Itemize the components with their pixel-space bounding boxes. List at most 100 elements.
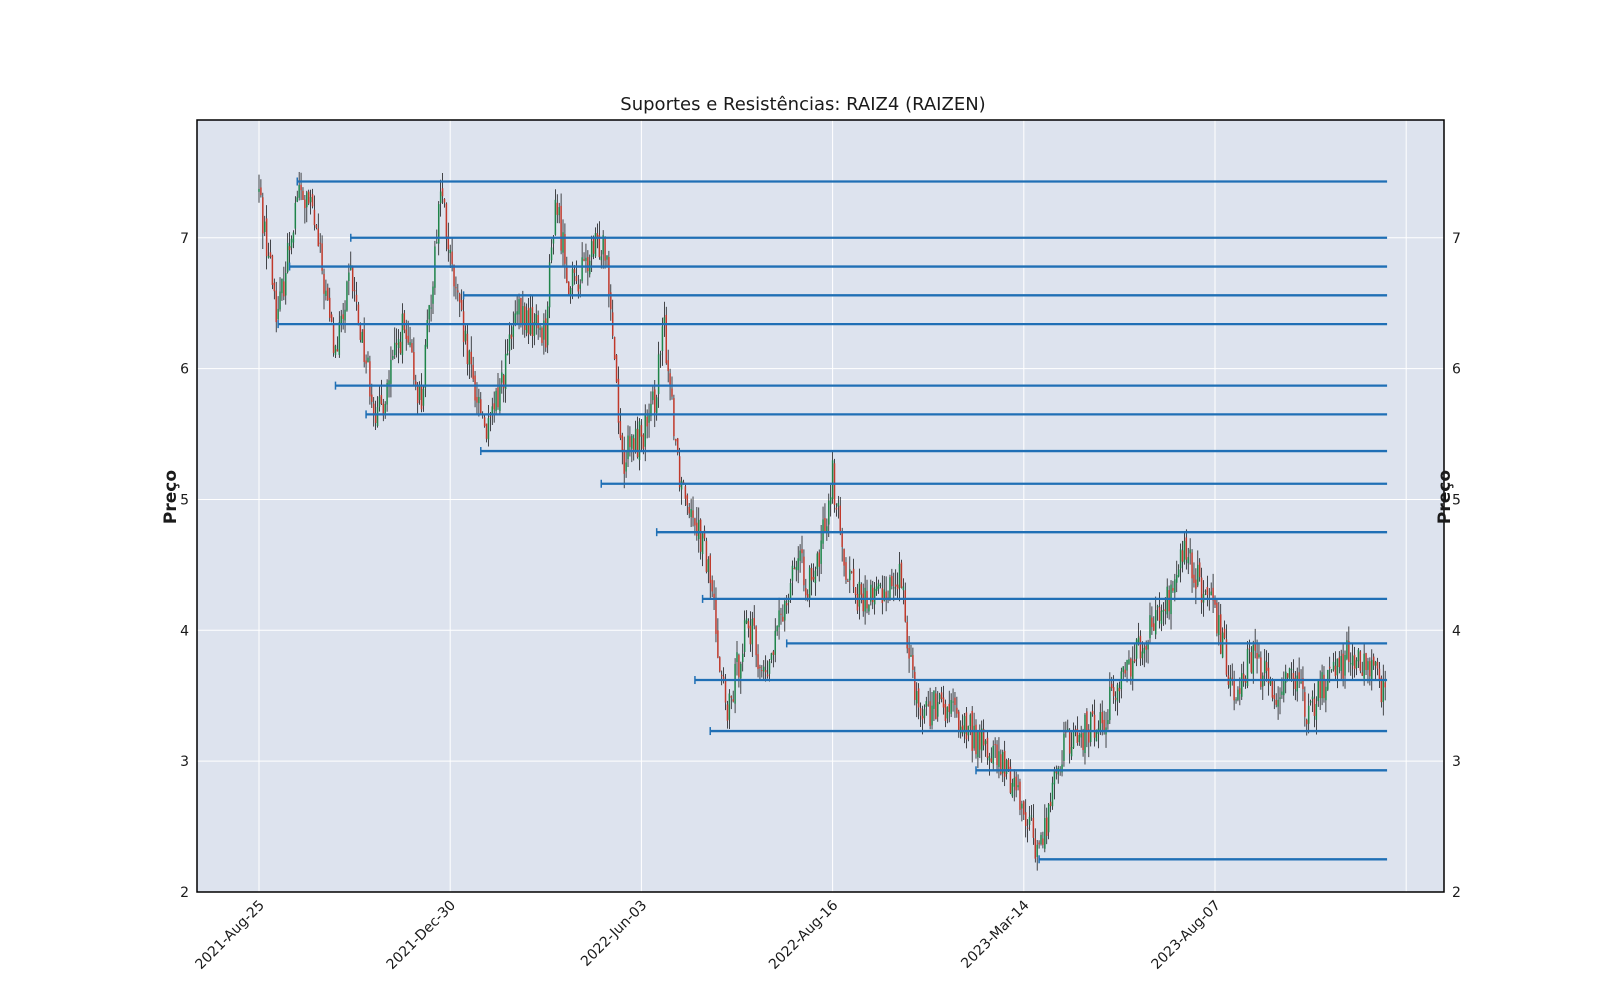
candle-body [608,257,610,296]
candle-body [1304,692,1306,717]
candle-body [663,317,666,325]
candle-body [380,394,383,404]
candle-body [979,729,981,750]
candle-body [332,324,335,353]
candle-body [615,355,618,382]
candle-body [850,571,853,573]
candle-body [522,306,524,326]
candle-body [1107,719,1109,725]
candle-body [879,584,882,586]
candle-body [409,342,411,346]
candle-body [348,272,350,281]
candle-body [898,563,901,588]
candle-body [831,460,834,500]
candle-body [1365,653,1367,670]
candle-body [466,333,469,365]
candle-body [432,286,434,304]
candle-body [541,327,543,343]
candle-body [870,584,872,602]
candle-body [694,518,696,526]
candle-body [1363,653,1365,679]
candle-body [1235,699,1237,701]
candle-body [550,247,553,261]
candle-body [699,519,702,552]
candle-body [1288,668,1291,679]
candle-body [883,589,885,601]
candle-body [667,360,669,372]
candle-body [902,586,905,591]
candle-body [545,318,547,348]
candle-body [564,234,566,264]
candle-body [468,350,471,365]
candle-body [774,630,776,655]
candle-body [1330,669,1333,671]
candle-body [441,188,444,197]
candle-body [965,712,968,740]
candle-body [904,590,907,622]
candle-body [529,308,532,335]
candle-body [868,604,870,612]
candle-body [1273,694,1276,700]
candle-body [946,706,949,719]
candle-body [893,587,895,589]
candle-body [1294,677,1297,689]
candle-body [457,290,459,293]
candle-body [1231,677,1233,680]
candle-body [982,728,985,746]
candle-body [1082,732,1084,751]
candle-body [359,323,362,340]
candle-body [646,416,648,427]
candle-body [709,555,711,584]
candle-body [1172,588,1174,591]
candle-body [1258,654,1260,658]
candle-body [575,275,578,282]
candle-body [520,298,522,325]
candle-body [961,725,964,733]
candle-body [1124,669,1126,674]
candle-body [1239,688,1241,694]
candle-body [1374,661,1377,666]
candle-body [1044,818,1046,849]
candle-body [1143,647,1146,654]
candle-body [917,688,920,708]
candle-body [1126,660,1128,671]
candle-body [998,751,1000,767]
candle-body [1311,696,1314,700]
candle-body [334,345,337,355]
candle-body [1372,656,1375,666]
candle-body [464,330,467,341]
candle-body [594,233,597,257]
candle-body [1185,537,1188,560]
candle-body [1036,844,1038,857]
candle-body [281,278,283,294]
candle-body [357,304,360,326]
candle-body [1265,662,1268,671]
candle-body [443,198,446,203]
candle-body [437,204,440,244]
candle-body [384,403,386,415]
candle-body [654,389,656,413]
candle-body [567,281,570,295]
candle-body [411,343,413,353]
candle-body [778,610,780,628]
candle-body [1164,609,1167,611]
candle-body [736,652,738,662]
y-tick-label-right: 5 [1452,492,1461,508]
candle-body [1286,673,1289,678]
y-tick-label-left: 4 [180,623,189,639]
candle-body [1078,734,1080,743]
candle-body [277,308,279,320]
chart-title: Suportes e Resistências: RAIZ4 (RAIZEN) [620,94,985,115]
y-axis-label-left: Preço [161,470,181,524]
candle-body [1093,714,1096,738]
candle-body [602,235,604,255]
candle-body [860,584,863,595]
candle-body [474,375,476,401]
candle-body [462,311,465,343]
candle-body [1189,549,1191,554]
candle-body [894,584,897,587]
candle-body [1204,590,1207,592]
candle-body [980,728,983,751]
candle-body [759,666,761,669]
candle-body [510,334,513,339]
